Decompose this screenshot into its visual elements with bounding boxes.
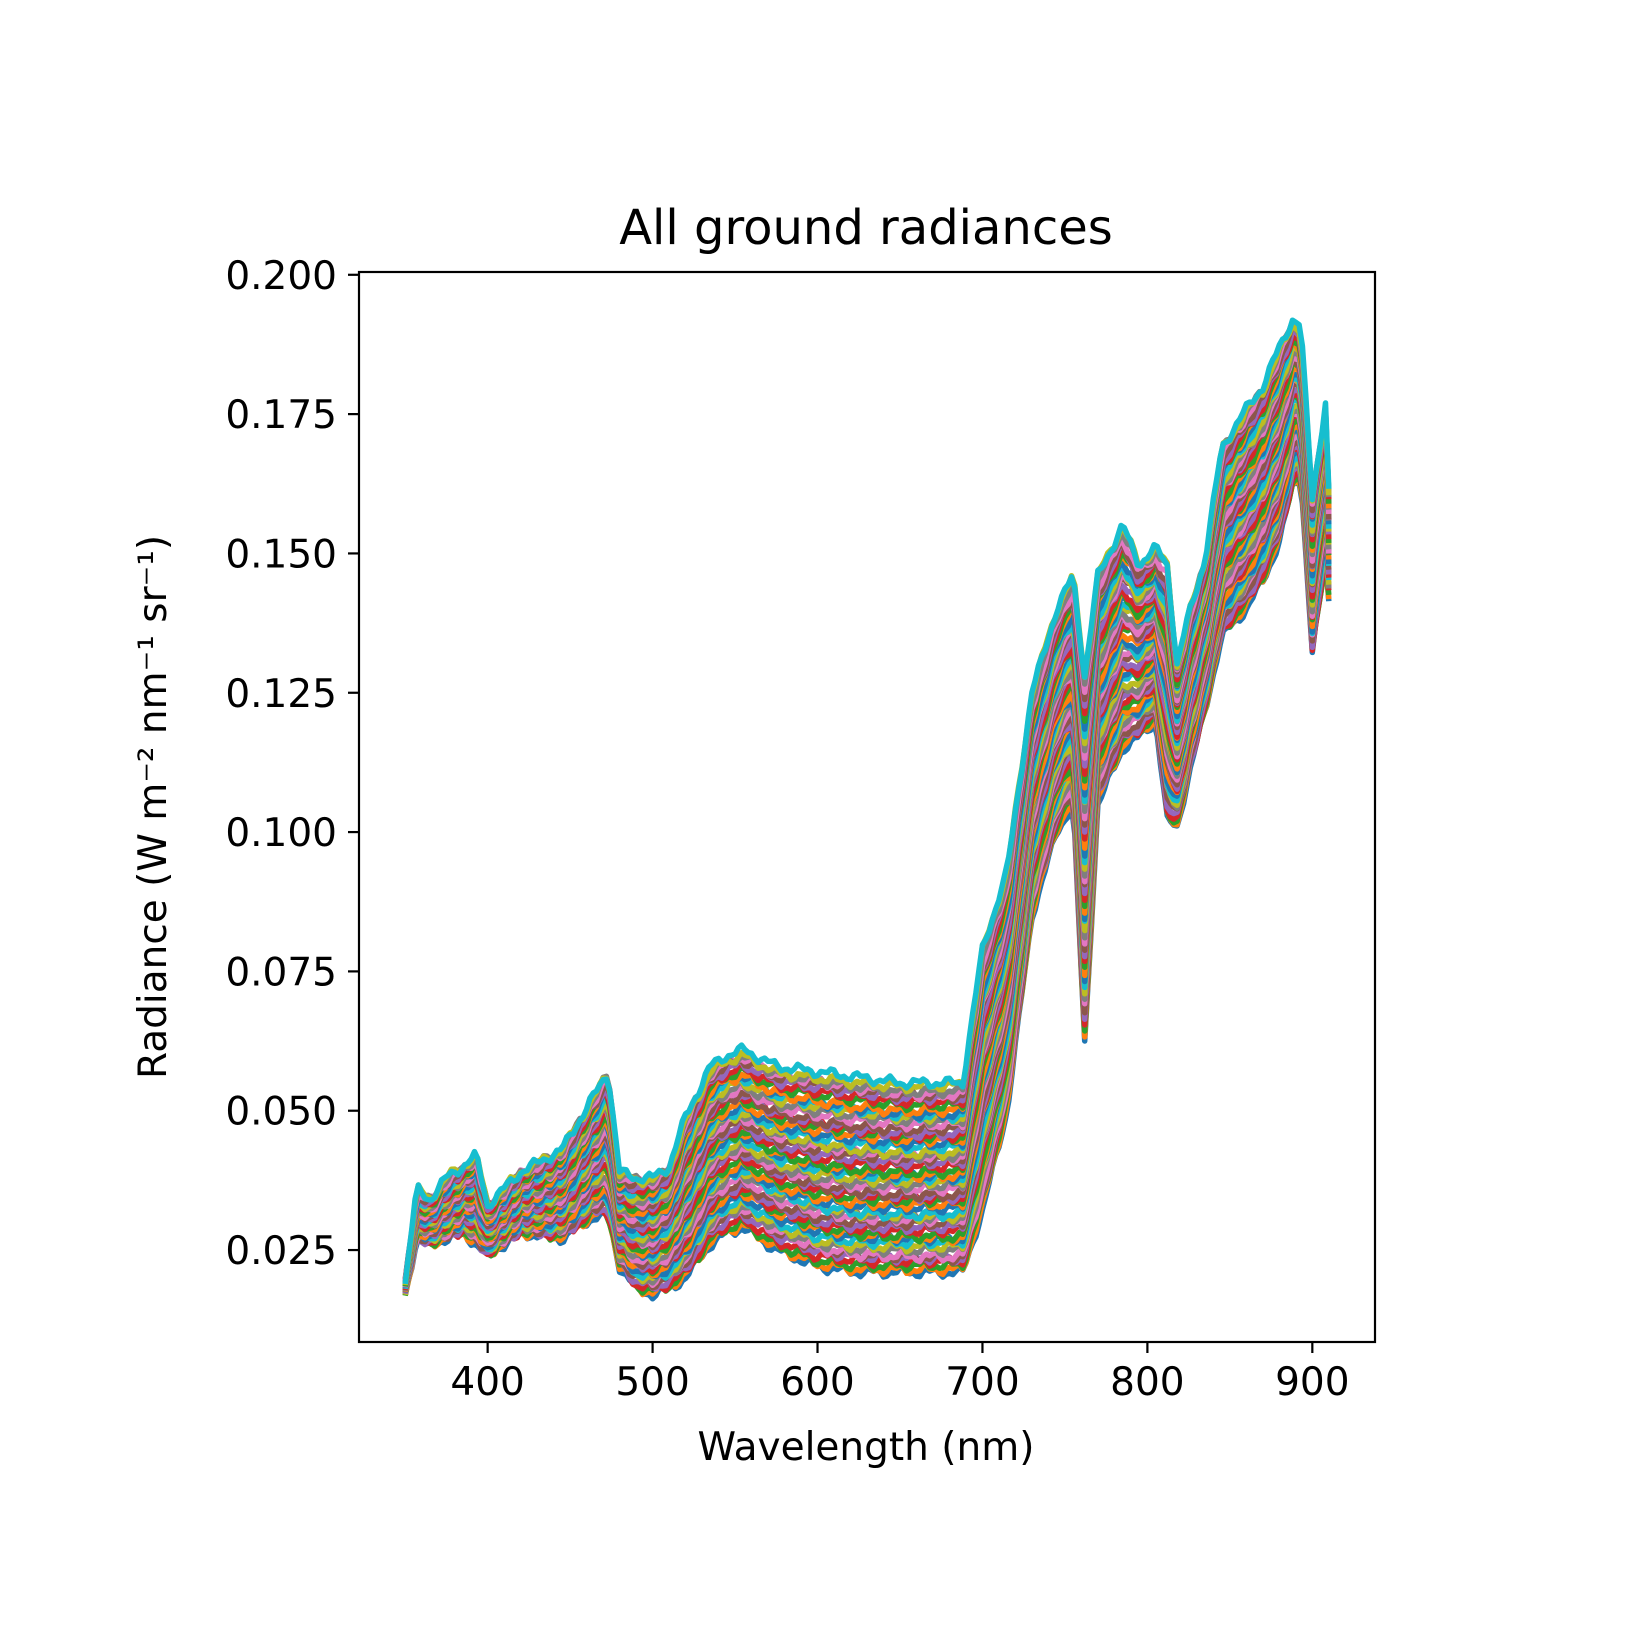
x-tick-label: 600 [780, 1360, 854, 1405]
series-layer [402, 317, 1332, 1302]
y-tick-label: 0.175 [225, 393, 337, 438]
series-line [402, 317, 1332, 1285]
x-tick-label: 500 [615, 1360, 689, 1405]
plot-frame [357, 270, 1377, 1344]
y-tick-label: 0.150 [225, 532, 337, 577]
axes-layer: 400 500 600 700 800 900 0.025 0.050 0.075 0.100 0.… [225, 254, 1377, 1405]
x-tick-label: 900 [1275, 1360, 1349, 1405]
y-tick-label: 0.200 [225, 254, 337, 299]
x-tick-label: 400 [450, 1360, 524, 1405]
x-tick-label: 800 [1110, 1360, 1184, 1405]
x-tick-label: 700 [945, 1360, 1019, 1405]
y-axis-label: Radiance (W m⁻² nm⁻¹ sr⁻¹) [131, 535, 176, 1079]
x-axis-label: Wavelength (nm) [698, 1425, 1035, 1470]
chart-title: All ground radiances [619, 200, 1113, 256]
y-tick-label: 0.050 [225, 1090, 337, 1135]
y-tick-label: 0.125 [225, 672, 337, 717]
y-tick-label: 0.100 [225, 811, 337, 856]
y-tick-label: 0.025 [225, 1229, 337, 1274]
y-tick-label: 0.075 [225, 950, 337, 995]
